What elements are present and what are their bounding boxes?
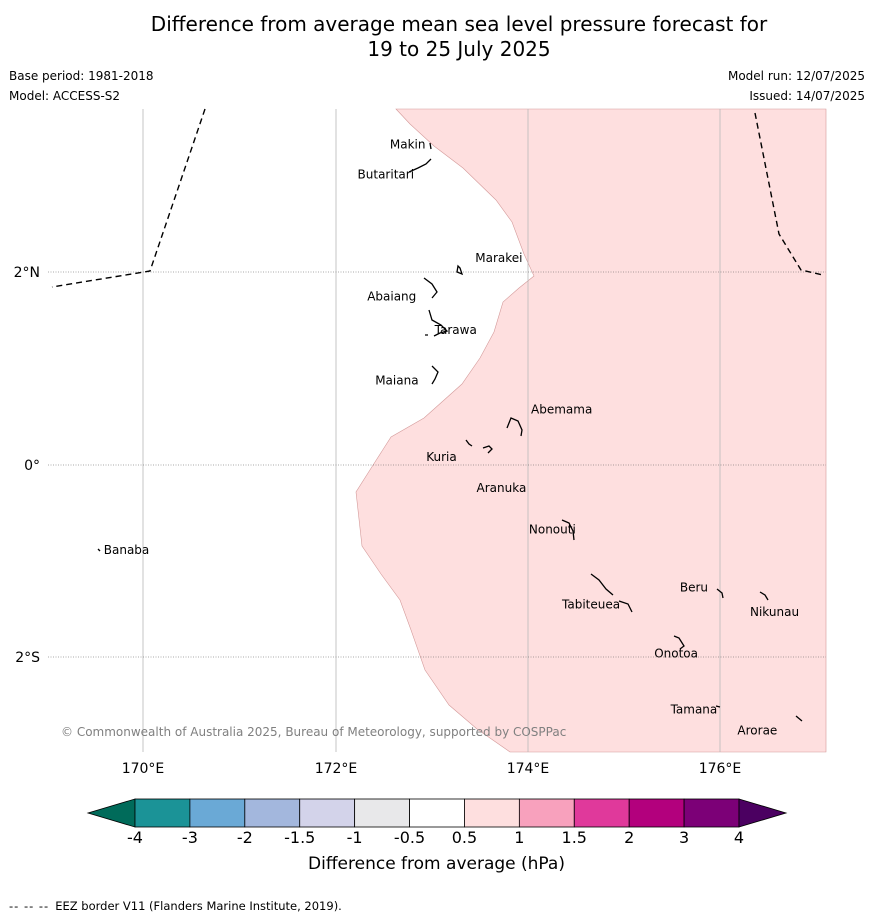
island-makin: [429, 142, 432, 150]
base-period: Base period: 1981-2018: [9, 69, 154, 83]
colorbar-tick: 2: [624, 828, 635, 847]
place-label-abemama: Abemama: [531, 402, 592, 416]
island-abemama: [506, 417, 523, 437]
colorbar-tick: 3: [678, 828, 690, 847]
colorbar-swatch: [683, 798, 740, 828]
colorbar-swatch: [299, 798, 356, 828]
lat-axis-labels: 2°N 0° 2°S: [14, 265, 41, 666]
place-label-abaiang: Abaiang: [367, 289, 416, 303]
island-banaba: [97, 548, 101, 552]
colorbar-tick: -4: [127, 828, 143, 847]
place-label-aranuka: Aranuka: [477, 481, 527, 495]
footer-legend: -- -- -- EEZ border V11 (Flanders Marine …: [9, 899, 342, 913]
lon-label-174e: 174°E: [507, 761, 550, 777]
colorbar-tick: 1: [514, 828, 525, 847]
colorbar-swatch: [464, 798, 520, 828]
island-marakei: [456, 264, 464, 276]
island-butaritari: [408, 158, 432, 173]
lat-label-2n: 2°N: [14, 265, 40, 281]
island-abaiang: [423, 277, 438, 299]
eez-legend-symbol: -- -- --: [9, 899, 50, 913]
place-label-maiana: Maiana: [375, 373, 418, 387]
colorbar-tick: -1.5: [284, 828, 316, 847]
place-label-butaritari: Butaritari: [358, 168, 415, 182]
anomaly-region: [355, 108, 827, 753]
island-aranuka: [482, 445, 493, 454]
place-label-marakei: Marakei: [475, 251, 522, 265]
issued-date: Issued: 14/07/2025: [749, 89, 865, 103]
colorbar-tick: 1.5: [561, 828, 587, 847]
lon-label-176e: 176°E: [699, 761, 742, 777]
island-arorae: [795, 715, 803, 722]
colorbar-swatch: [518, 798, 575, 828]
title-line-1: Difference from average mean sea level p…: [150, 12, 768, 36]
meta-left: Base period: 1981-2018 Model: ACCESS-S2: [9, 69, 154, 109]
eez-borders: [51, 108, 824, 288]
colorbar-tick: -0.5: [393, 828, 426, 847]
place-labels: Makin Butaritari Marakei Abaiang Tarawa Maian…: [104, 138, 799, 738]
copyright-text: © Commonwealth of Australia 2025, Bureau…: [61, 725, 566, 739]
lat-label-0: 0°: [24, 458, 40, 474]
place-label-tarawa: Tarawa: [434, 323, 477, 337]
colorbar-tick: -3: [181, 828, 198, 847]
parallel-lines: [48, 271, 826, 658]
colorbar-label: Difference from average (hPa): [308, 854, 565, 874]
place-label-kuria: Kuria: [426, 450, 457, 464]
colorbar-extend-low: [86, 798, 136, 828]
place-label-tabiteuea: Tabiteuea: [561, 597, 620, 611]
colorbar-swatch: [628, 798, 685, 828]
colorbar-swatch: [409, 798, 465, 828]
place-label-beru: Beru: [680, 580, 708, 594]
colorbar-swatch: [244, 798, 301, 828]
map-title: Difference from average mean sea level p…: [0, 12, 873, 62]
place-label-makin: Makin: [390, 138, 426, 152]
island-tamana: [715, 705, 721, 708]
island-beru: [716, 588, 724, 599]
colorbar-tick: 0.5: [451, 828, 478, 847]
colorbar-swatch: [354, 798, 410, 828]
lon-axis-labels: 170°E 172°E 174°E 176°E: [122, 761, 742, 777]
eez-border-east: [754, 112, 824, 276]
place-label-tamana: Tamana: [670, 702, 718, 716]
island-onotoa: [673, 635, 685, 650]
colorbar-swatch: [573, 798, 630, 828]
colorbar-tick: -1: [346, 828, 363, 847]
colorbar: [86, 798, 788, 828]
island-maiana: [431, 365, 439, 385]
title-line-2: 19 to 25 July 2025: [367, 37, 551, 61]
island-nonouti: [561, 519, 575, 541]
island-nikunau: [759, 591, 769, 601]
island-tabiteuea: [590, 573, 633, 613]
lon-label-170e: 170°E: [122, 761, 165, 777]
model-name: Model: ACCESS-S2: [9, 89, 121, 103]
model-run: Model run: 12/07/2025: [727, 69, 865, 83]
lat-label-2s: 2°S: [15, 650, 40, 666]
meta-right: Model run: 12/07/2025 Issued: 14/07/2025: [728, 69, 865, 109]
eez-legend-text: EEZ border V11 (Flanders Marine Institut…: [55, 899, 342, 913]
place-label-onotoa: Onotoa: [654, 646, 698, 660]
eez-border-west: [51, 108, 206, 288]
island-tarawa: [425, 309, 449, 337]
island-kuria: [465, 439, 473, 447]
colorbar-swatch: [189, 798, 246, 828]
place-label-nonouti: Nonouti: [529, 523, 576, 537]
colorbar-extend-high: [738, 798, 788, 828]
lon-label-172e: 172°E: [315, 761, 358, 777]
meridian-lines: [142, 109, 721, 752]
colorbar-tick: -2: [236, 828, 253, 847]
island-outlines: [97, 142, 803, 722]
colorbar-tick: 4: [733, 828, 745, 847]
place-label-nikunau: Nikunau: [750, 605, 799, 619]
place-label-arorae: Arorae: [737, 724, 777, 738]
colorbar-swatch: [134, 798, 191, 828]
place-label-banaba: Banaba: [104, 543, 150, 557]
